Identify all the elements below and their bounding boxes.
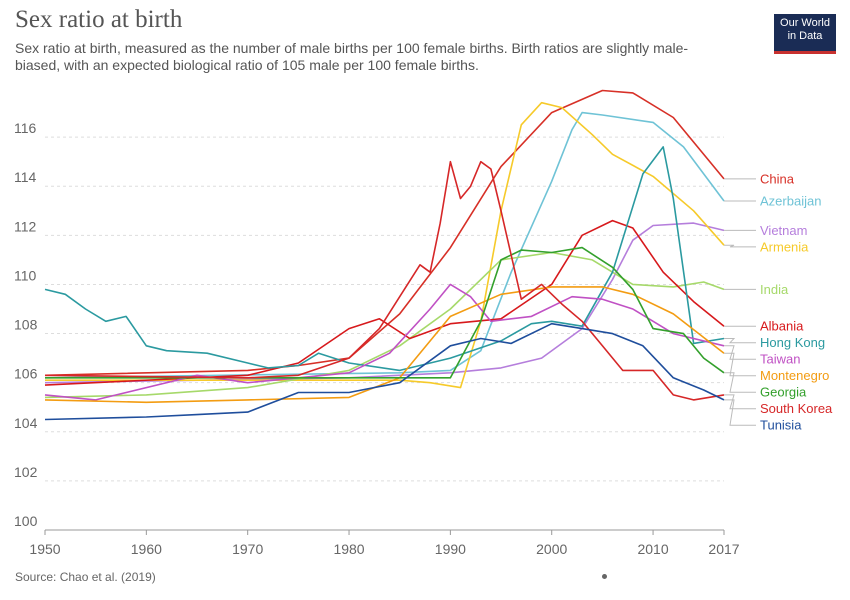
series-line-taiwan[interactable]: [44, 283, 725, 401]
chart-subtitle: Sex ratio at birth, measured as the numb…: [15, 40, 689, 73]
series-line-tunisia[interactable]: [44, 322, 725, 421]
label-connector: [724, 372, 756, 393]
series-label-tunisia[interactable]: Tunisia: [760, 418, 802, 433]
y-tick-label: 110: [14, 267, 37, 283]
x-tick-label: 1970: [232, 541, 263, 557]
series-line-albania[interactable]: [44, 219, 725, 386]
x-tick-label: 1950: [29, 541, 60, 557]
owid-logo[interactable]: Our World in Data: [774, 14, 836, 54]
y-tick-label: 104: [14, 415, 38, 431]
x-tick-label: 2010: [637, 541, 668, 557]
footer-dot: [602, 574, 607, 579]
series-label-china[interactable]: China: [760, 171, 795, 186]
series-line-montenegro[interactable]: [44, 286, 725, 404]
y-tick-label: 112: [14, 218, 37, 234]
series-label-albania[interactable]: Albania: [760, 319, 804, 334]
series-label-hong-kong[interactable]: Hong Kong: [760, 335, 825, 350]
series-label-taiwan[interactable]: Taiwan: [760, 352, 800, 367]
series-label-south-korea[interactable]: South Korea: [760, 401, 833, 416]
series-line-china[interactable]: [44, 89, 725, 377]
x-tick-label: 1990: [435, 541, 466, 557]
label-connector: [724, 394, 756, 410]
label-connector: [724, 338, 756, 344]
series-label-azerbaijan[interactable]: Azerbaijan: [760, 193, 821, 208]
series-label-armenia[interactable]: Armenia: [760, 239, 809, 254]
label-connector: [724, 244, 756, 248]
y-tick-label: 108: [14, 317, 38, 333]
x-tick-label: 2017: [708, 541, 739, 557]
y-tick-label: 114: [14, 169, 37, 185]
y-tick-label: 102: [14, 464, 38, 480]
series-line-hong-kong[interactable]: [44, 146, 725, 372]
series-label-georgia[interactable]: Georgia: [760, 385, 807, 400]
label-connector: [724, 352, 756, 377]
series-line-vietnam[interactable]: [44, 222, 725, 384]
series-line-armenia[interactable]: [45, 101, 725, 389]
y-tick-label: 100: [14, 513, 38, 529]
y-tick-label: 116: [14, 120, 37, 136]
x-tick-label: 1980: [333, 541, 364, 557]
series-label-vietnam[interactable]: Vietnam: [760, 223, 807, 238]
y-tick-label: 106: [14, 366, 38, 382]
logo-line-1: Our World: [780, 17, 830, 29]
series-label-montenegro[interactable]: Montenegro: [760, 368, 829, 383]
series-line-georgia[interactable]: [45, 246, 725, 379]
series-line-azerbaijan[interactable]: [44, 111, 725, 379]
x-tick-label: 1960: [131, 541, 162, 557]
source-note: Source: Chao et al. (2019): [15, 570, 156, 584]
logo-line-2: in Data: [787, 30, 823, 42]
chart-title: Sex ratio at birth: [15, 6, 183, 33]
series-line-south-korea[interactable]: [44, 160, 725, 401]
series-label-india[interactable]: India: [760, 282, 789, 297]
label-connector: [724, 399, 756, 426]
x-tick-label: 2000: [536, 541, 567, 557]
label-connector: [724, 345, 756, 360]
